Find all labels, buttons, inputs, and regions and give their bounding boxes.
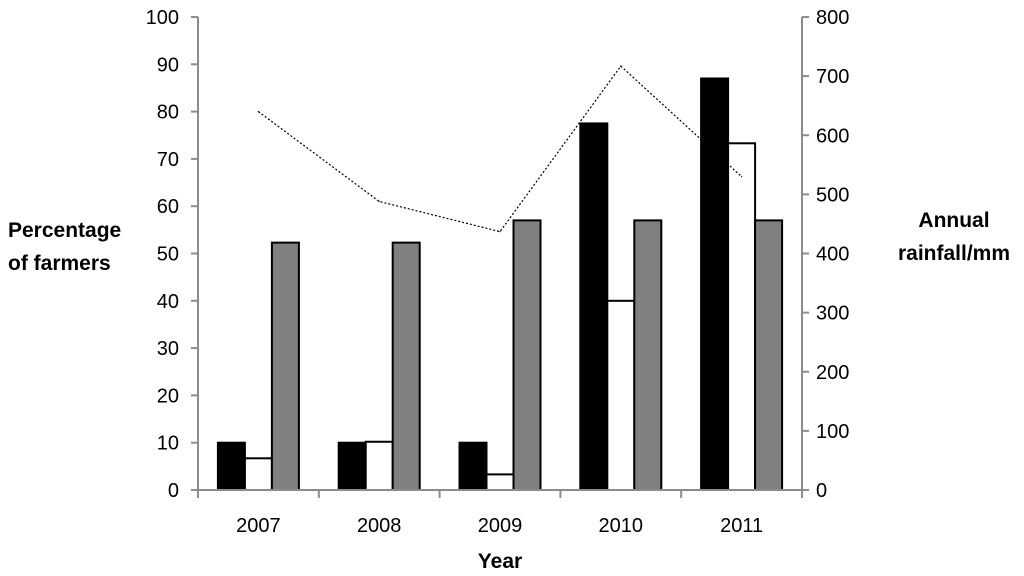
bar-s1-2007 — [216, 441, 246, 492]
x-tick-label-2011: 2011 — [720, 515, 763, 537]
y2-axis-title-line-1: Annual — [918, 209, 989, 232]
y-axis-title-line-2: of farmers — [8, 252, 111, 275]
y2-tick-label-0: 0 — [816, 480, 827, 502]
rainfall-line — [258, 65, 743, 233]
bar-s2-2009 — [485, 473, 515, 491]
x-tick-label-2008: 2008 — [357, 515, 402, 537]
bar-s1-2008 — [337, 441, 367, 492]
y-tick-label-30: 30 — [157, 338, 179, 360]
bar-s2-2007 — [243, 457, 273, 491]
y2-tick-label-600: 600 — [816, 125, 849, 147]
rainfall-point-2011 — [741, 176, 743, 178]
x-axis-title: Year — [478, 550, 522, 573]
x-tick-label-2007: 2007 — [236, 515, 281, 537]
y2-axis-title-line-2: rainfall/mm — [898, 242, 1010, 265]
bar-s3-2008 — [391, 241, 421, 491]
rainfall-point-2007 — [257, 111, 259, 113]
tick-labels-group: 0 10 20 30 40 50 60 70 80 90 100 0 100 200 300 400 500 60… — [146, 7, 850, 537]
rainfall-point-2009 — [499, 231, 501, 233]
bar-s3-2010 — [633, 219, 663, 491]
bar-s1-2010 — [579, 122, 609, 492]
bar-s2-2011 — [727, 142, 757, 492]
y-tick-label-50: 50 — [157, 244, 179, 266]
x-tick-label-2010: 2010 — [599, 515, 644, 537]
bar-s2-2010 — [606, 299, 636, 491]
y2-tick-label-700: 700 — [816, 66, 849, 88]
y-tick-label-70: 70 — [157, 149, 179, 171]
bar-s3-2011 — [754, 219, 784, 491]
rainfall-point-2010 — [620, 65, 622, 67]
bars-group — [216, 77, 784, 492]
rainfall-line-group — [257, 65, 743, 233]
y-tick-label-40: 40 — [157, 291, 179, 313]
bar-s1-2009 — [458, 441, 488, 492]
y2-tick-label-200: 200 — [816, 362, 849, 384]
y-axis-title-line-1: Percentage — [8, 219, 121, 242]
x-tick-label-2009: 2009 — [478, 515, 523, 537]
y-tick-label-0: 0 — [168, 480, 179, 502]
bar-s3-2009 — [512, 219, 542, 491]
bar-s1-2011 — [700, 77, 730, 492]
y-tick-label-100: 100 — [146, 7, 179, 29]
y2-tick-label-400: 400 — [816, 244, 849, 266]
y-tick-label-60: 60 — [157, 196, 179, 218]
y-tick-label-90: 90 — [157, 54, 179, 76]
y-tick-label-10: 10 — [157, 433, 179, 455]
y-tick-label-80: 80 — [157, 102, 179, 124]
axes-group — [191, 16, 809, 498]
bar-s2-2008 — [364, 440, 394, 491]
y2-tick-label-100: 100 — [816, 421, 849, 443]
y-tick-label-20: 20 — [157, 385, 179, 407]
rainfall-point-2008 — [378, 200, 380, 203]
y2-tick-label-800: 800 — [816, 7, 849, 29]
y2-tick-label-500: 500 — [816, 184, 849, 206]
y2-tick-label-300: 300 — [816, 303, 849, 325]
bar-s3-2007 — [270, 241, 300, 491]
